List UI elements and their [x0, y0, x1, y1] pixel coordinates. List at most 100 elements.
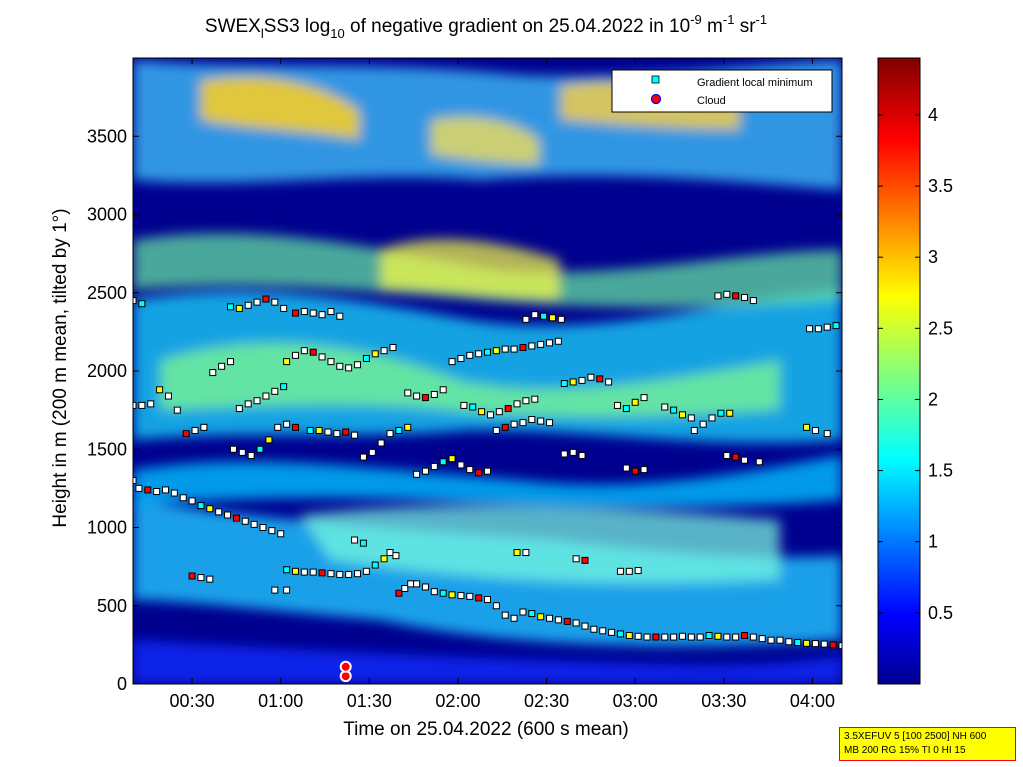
x-tick-label: 01:30 — [347, 691, 392, 711]
y-tick-label: 1500 — [87, 439, 127, 459]
gradient-minimum-point — [466, 466, 474, 474]
gradient-minimum-point — [253, 298, 261, 306]
gradient-minimum-point — [439, 589, 447, 597]
gradient-minimum-point — [164, 392, 172, 400]
gradient-minimum-point — [392, 552, 400, 560]
gradient-minimum-point — [188, 572, 196, 580]
gradient-minimum-point — [300, 347, 308, 355]
gradient-minimum-point — [247, 452, 255, 460]
gradient-minimum-point — [531, 395, 539, 403]
gradient-minimum-point — [811, 640, 819, 648]
gradient-minimum-point — [510, 614, 518, 622]
gradient-minimum-point — [138, 300, 146, 308]
info-box: 3.5XEFUV 5 [100 2500] NH 600 MB 200 RG 1… — [839, 727, 1016, 761]
y-tick-label: 3000 — [87, 205, 127, 225]
gradient-minimum-point — [513, 549, 521, 557]
gradient-minimum-point — [215, 508, 223, 516]
gradient-minimum-point — [300, 568, 308, 576]
gradient-minimum-point — [395, 426, 403, 434]
gradient-minimum-point — [371, 561, 379, 569]
gradient-minimum-point — [581, 556, 589, 564]
colorbar-tick-label: 3.5 — [928, 176, 953, 196]
gradient-minimum-point — [634, 632, 642, 640]
gradient-minimum-point — [531, 311, 539, 319]
gradient-minimum-point — [413, 470, 421, 478]
gradient-minimum-point — [820, 640, 828, 648]
gradient-minimum-point — [244, 301, 252, 309]
gradient-minimum-point — [318, 569, 326, 577]
gradient-minimum-point — [492, 347, 500, 355]
gradient-minimum-point — [687, 414, 695, 422]
gradient-minimum-point — [351, 431, 359, 439]
gradient-minimum-point — [250, 520, 258, 528]
gradient-minimum-point — [492, 426, 500, 434]
gradient-minimum-point — [661, 403, 669, 411]
gradient-minimum-point — [262, 392, 270, 400]
legend-square-icon — [651, 75, 660, 84]
gradient-minimum-point — [613, 401, 621, 409]
gradient-minimum-point — [640, 466, 648, 474]
gradient-minimum-point — [484, 595, 491, 603]
gradient-minimum-point — [345, 570, 353, 578]
gradient-minimum-point — [475, 469, 483, 477]
colorbar-tick-label: 2 — [928, 389, 938, 409]
gradient-minimum-point — [144, 486, 152, 494]
gradient-minimum-point — [421, 394, 429, 402]
gradient-minimum-point — [732, 292, 740, 300]
gradient-minimum-point — [209, 369, 217, 377]
gradient-minimum-point — [457, 354, 465, 362]
gradient-minimum-point — [439, 386, 447, 394]
gradient-minimum-point — [469, 403, 477, 411]
gradient-minimum-point — [605, 378, 613, 386]
gradient-minimum-point — [732, 633, 740, 641]
gradient-minimum-point — [590, 625, 598, 633]
gradient-minimum-point — [705, 631, 713, 639]
gradient-minimum-point — [492, 602, 500, 610]
gradient-minimum-point — [277, 530, 285, 538]
y-axis: 0 500 1000 1500 2000 2500 3000 3500 — [87, 126, 842, 694]
gradient-minimum-point — [726, 409, 734, 417]
gradient-minimum-point — [823, 430, 831, 438]
gradient-minimum-point — [631, 398, 639, 406]
gradient-minimum-point — [182, 430, 190, 438]
gradient-minimum-point — [315, 426, 323, 434]
gradient-minimum-point — [421, 583, 429, 591]
gradient-minimum-point — [714, 632, 722, 640]
gradient-minimum-point — [741, 631, 749, 639]
x-tick-label: 02:30 — [524, 691, 569, 711]
gradient-minimum-point — [291, 423, 299, 431]
gradient-minimum-point — [188, 497, 196, 505]
gradient-minimum-point — [554, 616, 562, 624]
gradient-minimum-point — [170, 489, 178, 497]
gradient-minimum-point — [560, 450, 568, 458]
x-tick-label: 00:30 — [170, 691, 215, 711]
gradient-minimum-point — [475, 594, 483, 602]
gradient-minimum-point — [537, 417, 545, 425]
heatmap-field — [133, 58, 842, 684]
gradient-minimum-point — [554, 337, 562, 345]
gradient-minimum-point — [318, 311, 326, 319]
gradient-minimum-point — [333, 430, 341, 438]
gradient-minimum-point — [519, 419, 527, 427]
gradient-minimum-point — [622, 405, 630, 413]
gradient-minimum-point — [133, 477, 137, 485]
gradient-minimum-point — [206, 575, 214, 583]
gradient-minimum-point — [714, 292, 722, 300]
colorbar-tick-label: 3 — [928, 247, 938, 267]
gradient-minimum-point — [271, 298, 279, 306]
y-tick-label: 3500 — [87, 126, 127, 146]
gradient-minimum-point — [309, 309, 317, 317]
gradient-minimum-point — [259, 524, 267, 531]
gradient-minimum-point — [362, 354, 370, 362]
gradient-minimum-point — [652, 633, 660, 641]
gradient-minimum-point — [546, 339, 554, 347]
gradient-minimum-point — [486, 411, 494, 419]
gradient-minimum-point — [173, 406, 181, 414]
gradient-minimum-point — [336, 570, 344, 578]
gradient-minimum-point — [271, 387, 279, 395]
cloud-point — [339, 660, 352, 673]
gradient-minimum-point — [466, 592, 474, 600]
gradient-minimum-point — [803, 423, 811, 431]
gradient-minimum-point — [457, 592, 465, 600]
gradient-minimum-point — [336, 362, 344, 370]
